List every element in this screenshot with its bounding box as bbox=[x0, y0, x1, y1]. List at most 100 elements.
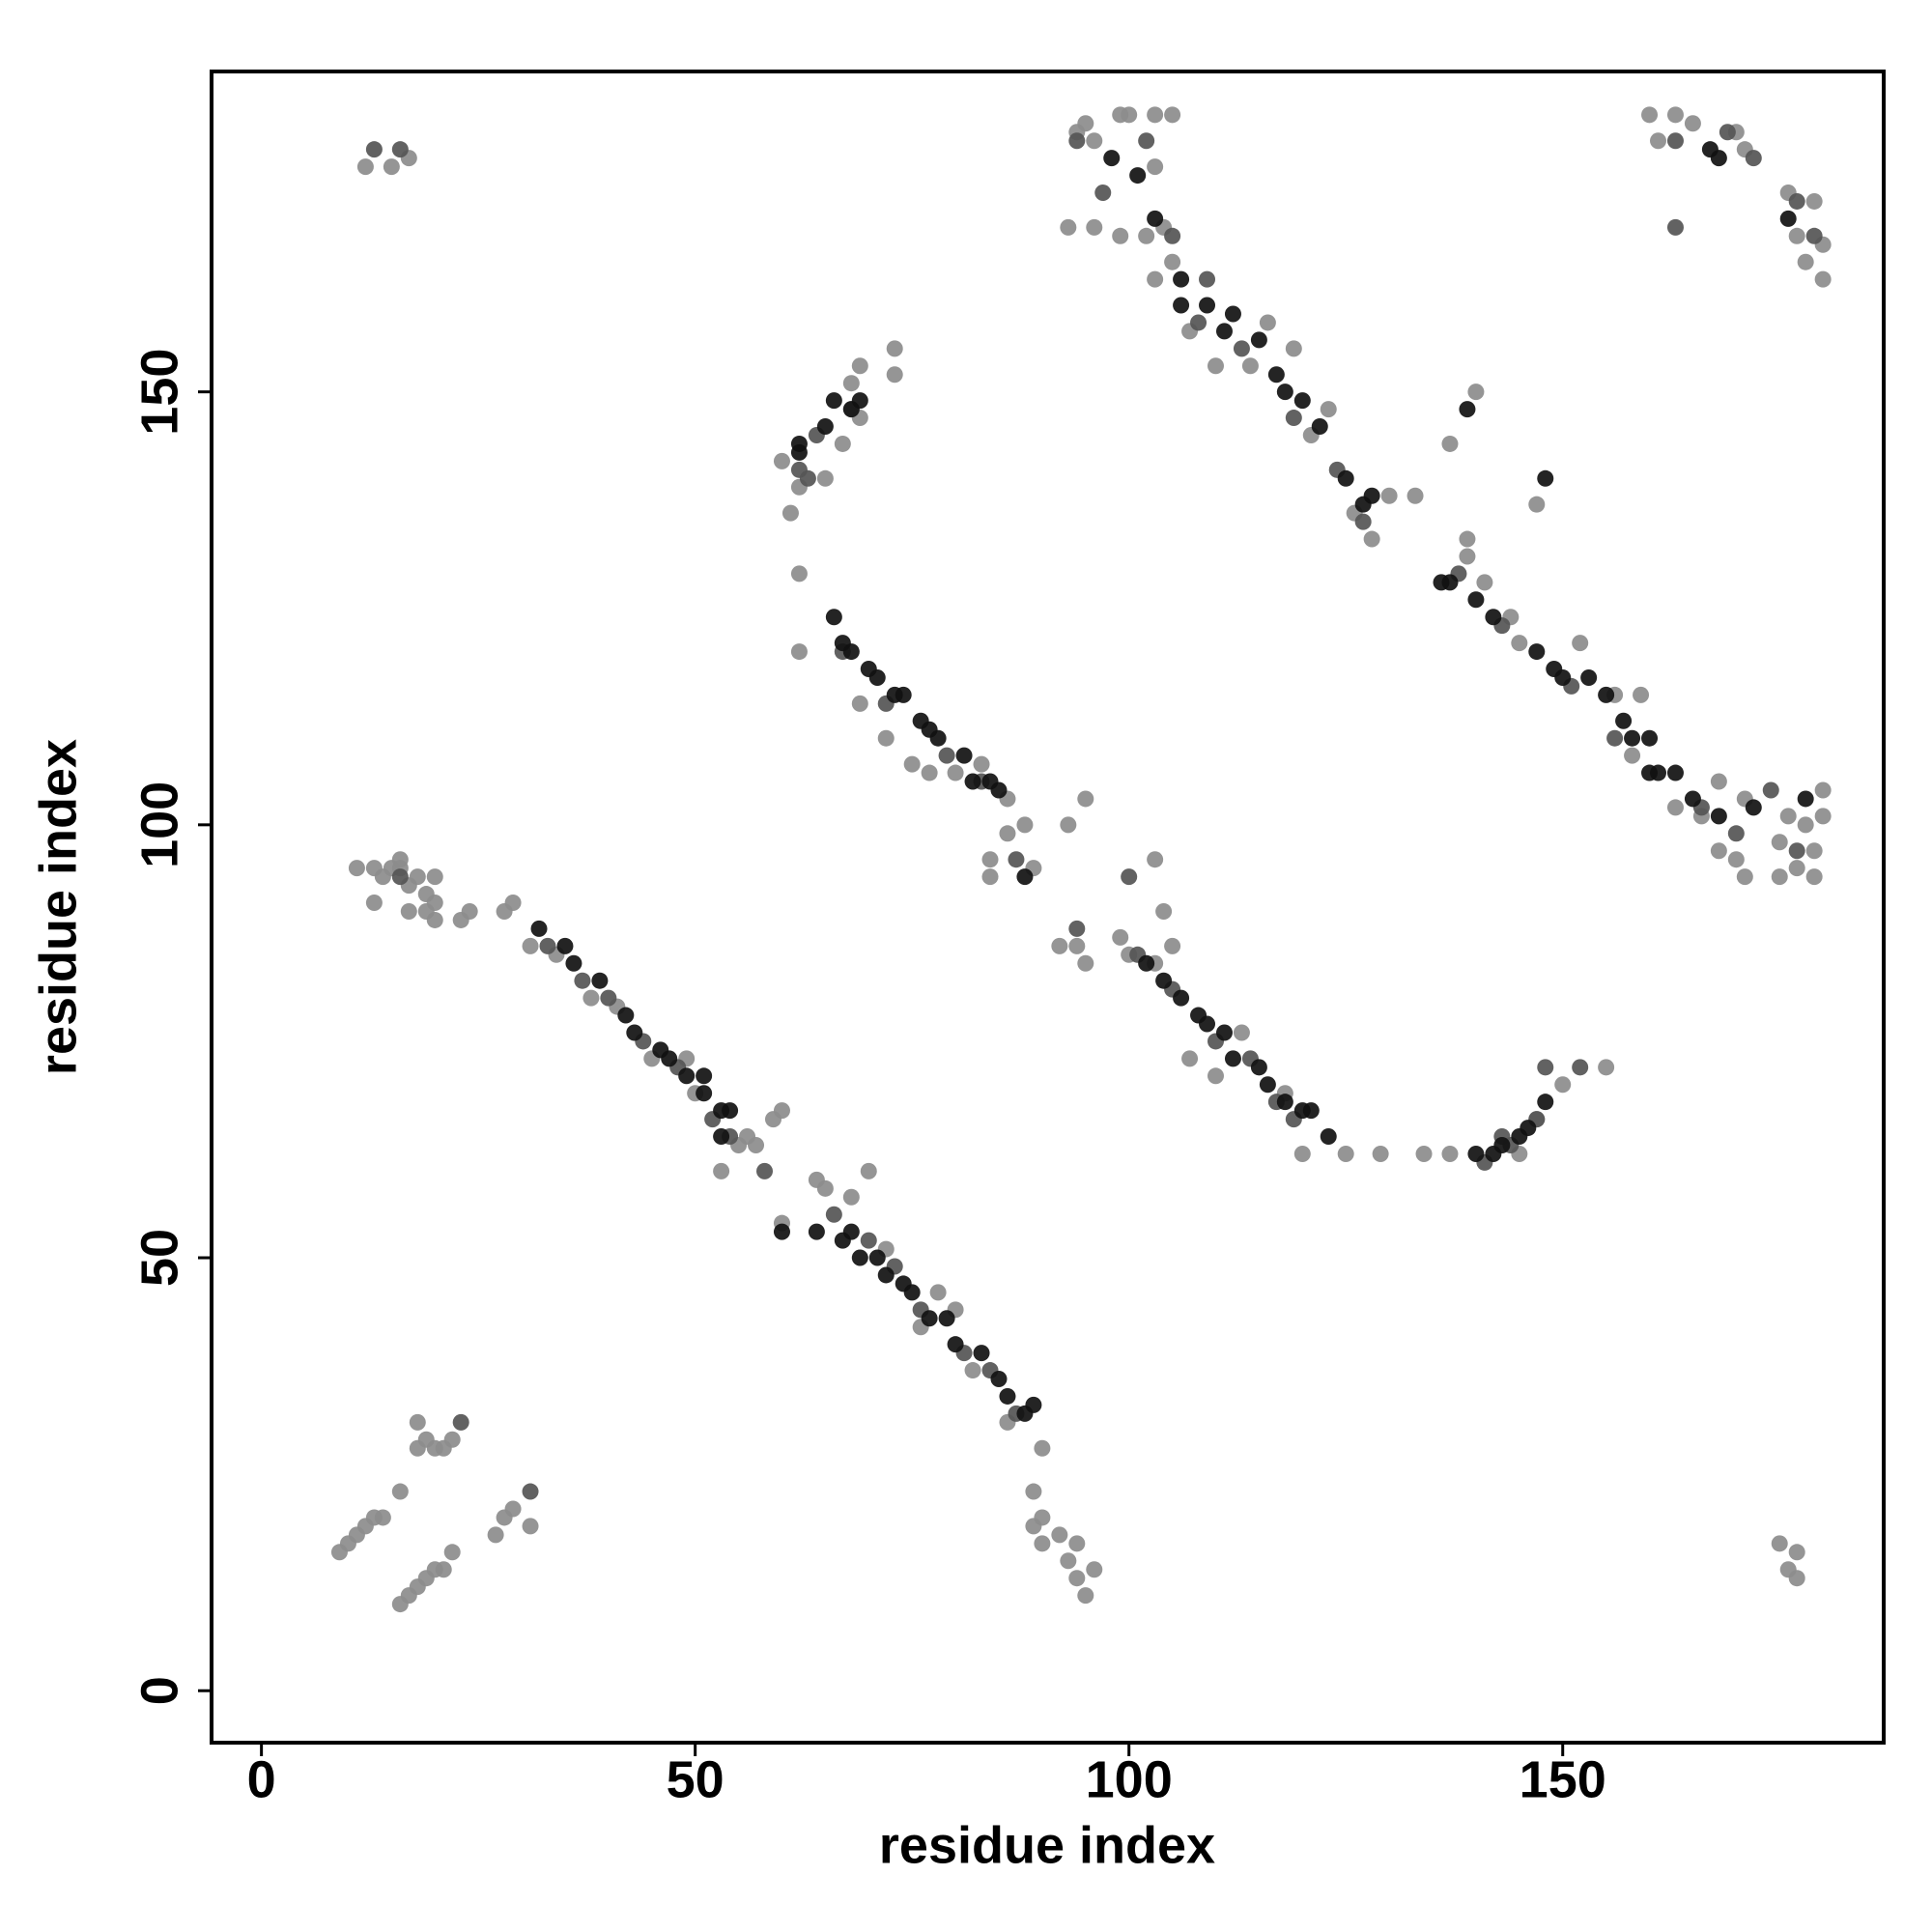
point bbox=[851, 392, 868, 410]
point bbox=[1207, 357, 1224, 375]
point bbox=[842, 1188, 860, 1206]
point bbox=[1293, 1145, 1311, 1162]
x-axis-label: residue index bbox=[879, 1816, 1215, 1874]
y-tick-label: 50 bbox=[130, 1229, 188, 1287]
point bbox=[365, 141, 383, 158]
point bbox=[1051, 1526, 1068, 1544]
point bbox=[400, 902, 417, 920]
point bbox=[391, 868, 409, 886]
point bbox=[1302, 1102, 1320, 1120]
point bbox=[990, 781, 1008, 799]
point bbox=[1155, 902, 1173, 920]
point bbox=[1034, 1535, 1051, 1552]
point bbox=[1537, 469, 1554, 487]
point bbox=[1077, 790, 1094, 808]
point bbox=[1207, 1067, 1224, 1085]
point bbox=[1129, 167, 1147, 185]
point bbox=[1528, 643, 1546, 661]
point bbox=[1241, 357, 1259, 375]
point bbox=[1164, 937, 1181, 954]
point bbox=[1727, 851, 1745, 868]
point bbox=[487, 1526, 504, 1544]
point bbox=[1666, 106, 1684, 124]
point bbox=[1710, 842, 1727, 860]
y-tick-label: 100 bbox=[130, 781, 188, 868]
point bbox=[868, 1249, 886, 1266]
point bbox=[1666, 764, 1684, 781]
point bbox=[1520, 1120, 1537, 1137]
point bbox=[903, 1284, 921, 1301]
point bbox=[816, 469, 834, 487]
point bbox=[886, 340, 903, 357]
point bbox=[921, 1310, 938, 1327]
point bbox=[1805, 868, 1823, 886]
point bbox=[1684, 790, 1701, 808]
point bbox=[1415, 1145, 1433, 1162]
point bbox=[1467, 1145, 1485, 1162]
point bbox=[1320, 1128, 1337, 1146]
point bbox=[1086, 1561, 1103, 1578]
point bbox=[1598, 1059, 1615, 1076]
point bbox=[1224, 1050, 1241, 1067]
x-tick-label: 50 bbox=[667, 1750, 724, 1808]
point bbox=[1199, 270, 1216, 288]
point bbox=[825, 1206, 842, 1223]
point bbox=[1285, 340, 1302, 357]
point bbox=[1467, 384, 1485, 401]
point bbox=[773, 452, 790, 469]
point bbox=[999, 825, 1016, 842]
point bbox=[565, 954, 582, 972]
point bbox=[799, 469, 816, 487]
point bbox=[1797, 790, 1814, 808]
point bbox=[1077, 1587, 1094, 1605]
point bbox=[756, 1162, 774, 1179]
point bbox=[1372, 1145, 1389, 1162]
point bbox=[886, 366, 903, 384]
point bbox=[504, 895, 522, 912]
point bbox=[1215, 1024, 1233, 1041]
point bbox=[1121, 106, 1138, 124]
point bbox=[1363, 530, 1380, 548]
point bbox=[1745, 150, 1762, 167]
point bbox=[816, 1179, 834, 1197]
point bbox=[1666, 799, 1684, 816]
point bbox=[1068, 132, 1086, 150]
point bbox=[1094, 184, 1112, 201]
point bbox=[851, 357, 868, 375]
y-tick-label: 0 bbox=[130, 1676, 188, 1705]
point bbox=[1060, 1552, 1077, 1570]
point bbox=[1598, 686, 1615, 703]
point bbox=[1771, 868, 1788, 886]
point bbox=[626, 1024, 643, 1041]
point bbox=[556, 937, 574, 954]
point bbox=[1147, 158, 1164, 176]
point bbox=[877, 1266, 895, 1284]
point bbox=[1267, 366, 1285, 384]
point bbox=[374, 1509, 391, 1526]
point bbox=[426, 911, 443, 928]
point bbox=[808, 1223, 825, 1240]
point bbox=[790, 435, 808, 452]
point bbox=[409, 1413, 426, 1431]
point bbox=[1459, 401, 1476, 418]
point bbox=[696, 1067, 713, 1085]
point bbox=[1606, 729, 1624, 747]
point bbox=[1363, 487, 1380, 504]
point bbox=[1103, 150, 1121, 167]
point bbox=[1771, 834, 1788, 851]
point bbox=[964, 773, 981, 790]
point bbox=[1060, 218, 1077, 236]
point bbox=[1112, 928, 1129, 946]
point bbox=[1259, 314, 1276, 331]
point bbox=[1147, 851, 1164, 868]
point bbox=[1077, 954, 1094, 972]
point bbox=[773, 1223, 790, 1240]
point bbox=[825, 609, 842, 626]
point bbox=[860, 1232, 877, 1249]
point bbox=[1788, 1570, 1805, 1587]
point bbox=[1276, 384, 1293, 401]
y-tick-label: 150 bbox=[130, 349, 188, 436]
point bbox=[1086, 218, 1103, 236]
point bbox=[1121, 868, 1138, 886]
